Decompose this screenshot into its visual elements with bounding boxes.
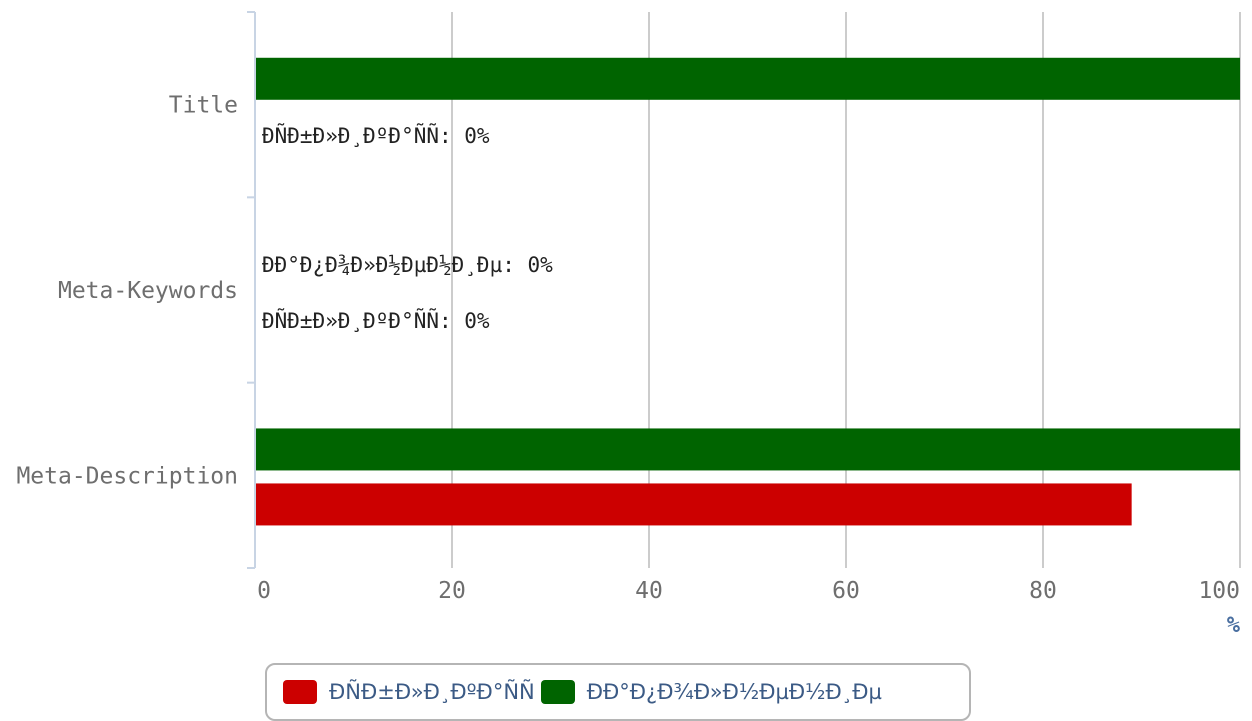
bars xyxy=(256,57,1240,526)
legend-item-series-1[interactable]: ÐÑÐ±Ð»Ð¸ÐºÐ°ÑÑ xyxy=(283,680,535,704)
category-label: Meta-Description xyxy=(16,463,238,489)
bar-red-2[interactable] xyxy=(256,483,1132,526)
legend-item-series-2[interactable]: ÐÐ°Ð¿Ð¾Ð»Ð½ÐµÐ½Ð¸Ðµ xyxy=(540,680,882,704)
zero-value-label: ÐÑÐ±Ð»Ð¸ÐºÐ°ÑÑ: 0% xyxy=(262,122,490,148)
x-tick-label: 40 xyxy=(635,578,663,604)
category-labels: Title Meta-Keywords Meta-Description xyxy=(16,93,238,490)
bar-chart: Title Meta-Keywords Meta-Description 0 20 40… xyxy=(16,11,1241,638)
x-tick-label: 0 xyxy=(257,578,271,604)
x-tick-label: 20 xyxy=(438,578,466,604)
x-tick-label: 80 xyxy=(1029,578,1057,604)
x-tick-labels: 0 20 40 60 80 100 xyxy=(257,578,1240,604)
zero-value-label: ÐÑÐ±Ð»Ð¸ÐºÐ°ÑÑ: 0% xyxy=(262,307,490,333)
legend-label: ÐÑÐ±Ð»Ð¸ÐºÐ°ÑÑ xyxy=(329,680,535,704)
zero-value-label: ÐÐ°Ð¿Ð¾Ð»Ð½ÐµÐ½Ð¸Ðµ: 0% xyxy=(262,253,553,277)
y-axis xyxy=(247,11,256,569)
gridlines xyxy=(451,12,1241,568)
legend-swatch xyxy=(540,680,575,704)
zero-value-labels: ÐÑÐ±Ð»Ð¸ÐºÐ°ÑÑ: 0% ÐÐ°Ð¿Ð¾Ð»Ð½ÐµÐ½Ð¸Ðµ: 0… xyxy=(262,122,553,333)
x-tick-label: 100 xyxy=(1198,578,1240,604)
bar-green-2[interactable] xyxy=(256,428,1240,471)
x-axis-unit-label: % xyxy=(1227,613,1241,638)
legend: ÐÑÐ±Ð»Ð¸ÐºÐ°ÑÑ ÐÐ°Ð¿Ð¾Ð»Ð½ÐµÐ½Ð¸Ðµ xyxy=(265,663,971,721)
x-tick-label: 60 xyxy=(832,578,860,604)
legend-swatch xyxy=(283,680,317,704)
legend-label: ÐÐ°Ð¿Ð¾Ð»Ð½ÐµÐ½Ð¸Ðµ xyxy=(586,680,882,704)
category-label: Title xyxy=(169,93,238,119)
category-label: Meta-Keywords xyxy=(58,278,238,304)
bar-green-0[interactable] xyxy=(256,57,1240,100)
